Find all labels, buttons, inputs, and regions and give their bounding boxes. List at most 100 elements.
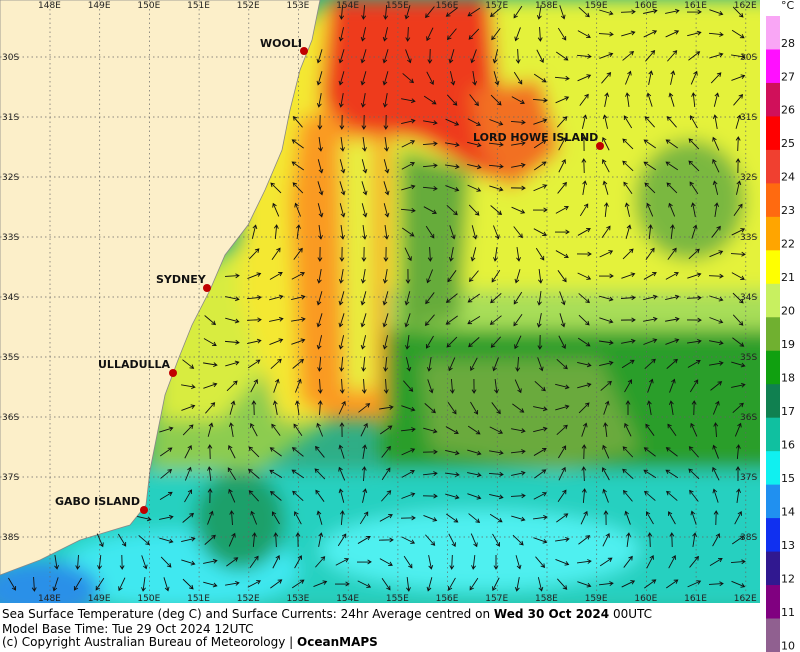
current-arrow bbox=[404, 291, 411, 306]
current-arrow bbox=[514, 379, 522, 394]
current-arrow bbox=[317, 356, 323, 372]
current-arrow bbox=[535, 556, 546, 569]
lat-label: 32S bbox=[2, 173, 19, 183]
current-arrow bbox=[689, 379, 699, 393]
current-arrow bbox=[338, 335, 345, 350]
lon-label: 158E bbox=[535, 1, 558, 11]
land bbox=[0, 0, 321, 576]
current-arrow bbox=[491, 28, 501, 41]
current-arrow bbox=[554, 75, 570, 81]
caption-brand: OceanMAPS bbox=[297, 635, 378, 649]
current-arrow bbox=[510, 449, 526, 454]
current-arrow bbox=[295, 378, 302, 393]
current-arrow bbox=[379, 405, 394, 410]
current-arrow bbox=[401, 184, 416, 191]
current-arrow bbox=[467, 7, 481, 17]
current-arrow bbox=[601, 225, 611, 238]
current-arrow bbox=[643, 271, 657, 280]
place-label: WOOLI bbox=[260, 37, 302, 50]
current-arrow bbox=[534, 380, 546, 392]
current-arrow bbox=[271, 511, 280, 525]
current-arrow bbox=[229, 400, 236, 415]
sst-map bbox=[0, 0, 760, 603]
current-arrow bbox=[625, 224, 632, 239]
current-arrow bbox=[467, 293, 481, 303]
current-arrow bbox=[246, 317, 262, 323]
lat-label: 30S bbox=[2, 53, 19, 63]
current-arrow bbox=[424, 403, 436, 414]
current-arrow bbox=[247, 468, 260, 479]
colorbar-tick: 25 bbox=[781, 137, 795, 150]
current-arrow bbox=[445, 315, 458, 325]
current-arrow bbox=[622, 468, 634, 480]
current-arrow bbox=[226, 557, 239, 567]
current-arrow bbox=[382, 313, 389, 328]
colorbar-swatch bbox=[766, 250, 780, 285]
current-arrow bbox=[643, 316, 658, 322]
current-arrow bbox=[251, 532, 257, 548]
current-arrow bbox=[555, 537, 570, 542]
current-arrow bbox=[578, 535, 591, 545]
current-arrow bbox=[295, 532, 301, 548]
current-arrow bbox=[271, 247, 281, 260]
current-arrow bbox=[316, 313, 323, 328]
current-arrow bbox=[515, 555, 522, 570]
current-arrow bbox=[446, 28, 457, 41]
current-arrow bbox=[471, 378, 477, 394]
current-arrow bbox=[8, 577, 17, 591]
current-arrow bbox=[250, 379, 258, 393]
current-arrow bbox=[667, 423, 677, 436]
lon-label: 162E bbox=[734, 1, 757, 11]
current-arrow bbox=[423, 515, 438, 522]
current-arrow bbox=[534, 469, 547, 479]
current-arrow bbox=[159, 537, 174, 544]
current-arrow bbox=[382, 71, 389, 86]
lon-label: 160E bbox=[634, 1, 657, 11]
current-arrow bbox=[578, 314, 590, 326]
current-arrow bbox=[665, 161, 679, 171]
current-arrow bbox=[181, 404, 196, 411]
lat-label: 37S bbox=[2, 473, 19, 483]
current-arrow bbox=[338, 488, 345, 503]
current-arrow bbox=[576, 53, 592, 59]
current-arrow bbox=[402, 73, 414, 84]
current-arrow bbox=[449, 71, 456, 86]
current-arrow bbox=[426, 357, 432, 372]
colorbar-tick: 17 bbox=[781, 405, 795, 418]
current-arrow bbox=[731, 535, 745, 545]
current-arrow bbox=[643, 30, 658, 38]
current-arrow bbox=[555, 559, 570, 566]
current-arrow bbox=[668, 400, 674, 415]
current-arrow bbox=[181, 536, 196, 542]
lat-label: 36S bbox=[2, 413, 19, 423]
current-arrow bbox=[602, 467, 610, 481]
current-arrow bbox=[533, 537, 548, 544]
current-arrow bbox=[470, 401, 479, 415]
colorbar-tick: 21 bbox=[781, 271, 795, 284]
lat-label: 31S bbox=[740, 113, 757, 123]
current-arrow bbox=[513, 226, 523, 239]
current-arrow bbox=[512, 403, 525, 413]
current-arrow bbox=[730, 559, 746, 565]
current-arrow bbox=[712, 158, 720, 173]
caption-time: 00UTC bbox=[613, 607, 652, 621]
current-arrow bbox=[467, 472, 482, 478]
current-arrow bbox=[315, 556, 326, 568]
current-arrow bbox=[643, 294, 658, 301]
current-arrow bbox=[251, 224, 258, 239]
current-arrow bbox=[579, 93, 589, 106]
current-arrow bbox=[95, 577, 105, 591]
current-arrow bbox=[493, 247, 498, 262]
current-arrow bbox=[362, 137, 367, 152]
current-arrow bbox=[138, 535, 150, 546]
current-arrow bbox=[602, 488, 609, 503]
current-arrow bbox=[602, 180, 609, 195]
current-arrow bbox=[666, 490, 678, 501]
current-arrow bbox=[269, 271, 283, 280]
lon-label: 154E bbox=[336, 594, 359, 604]
current-arrow bbox=[269, 316, 284, 322]
current-arrow bbox=[401, 470, 415, 478]
caption-line: (c) Copyright Australian Bureau of Meteo… bbox=[2, 635, 378, 649]
current-arrow bbox=[425, 335, 434, 349]
